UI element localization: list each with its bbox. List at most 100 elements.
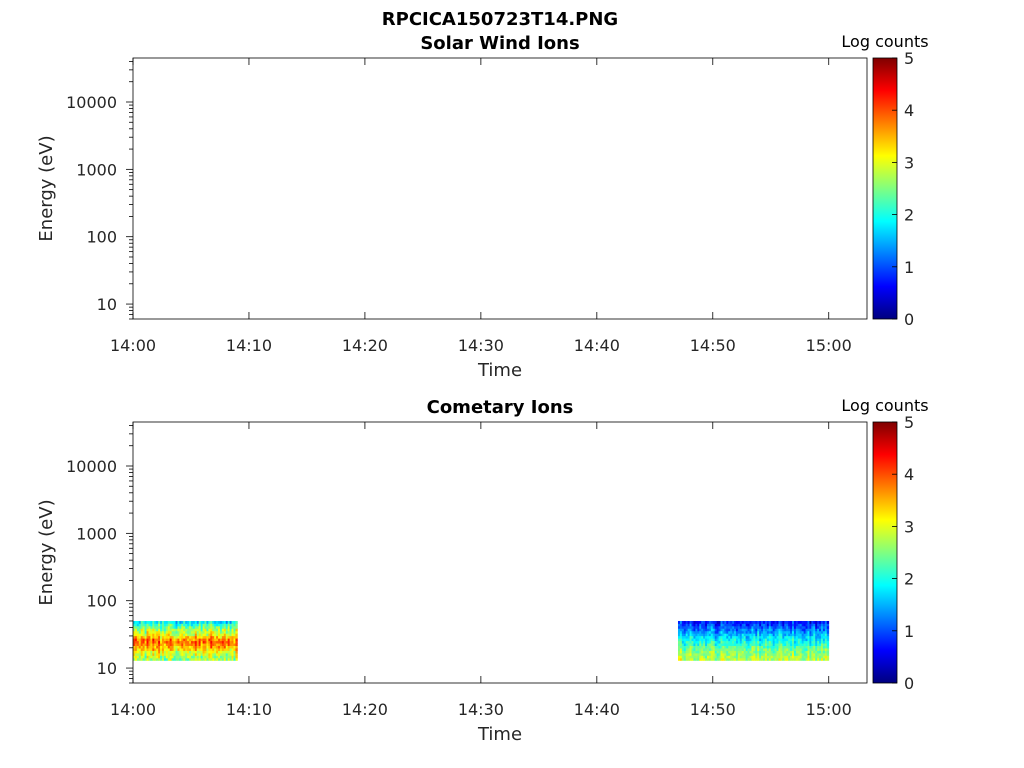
heatmap-cell — [154, 645, 157, 649]
heatmap-cell — [689, 620, 692, 624]
heatmap-cell — [786, 645, 789, 649]
heatmap-cell — [204, 652, 207, 656]
heatmap-cell — [747, 643, 750, 646]
heatmap-cell — [749, 643, 752, 646]
heatmap-cell — [732, 620, 735, 624]
heatmap-cell — [189, 628, 192, 632]
heatmap-cell — [183, 640, 186, 644]
heatmap-cell — [737, 640, 741, 644]
heatmap-cell — [714, 657, 718, 661]
heatmap-cell — [685, 645, 689, 649]
heatmap-cell — [189, 657, 192, 661]
heatmap-cell — [187, 628, 190, 632]
heatmap-cell — [235, 633, 238, 637]
heatmap-cell — [724, 648, 727, 651]
heatmap-cell — [737, 655, 741, 659]
heatmap-cell — [764, 635, 768, 639]
heatmap-cell — [150, 635, 153, 639]
heatmap-cell — [813, 623, 816, 627]
heatmap-cell — [689, 657, 692, 661]
heatmap-cell — [793, 628, 797, 632]
heatmap-cell — [815, 623, 818, 627]
heatmap-cell — [792, 625, 795, 629]
heatmap-cell — [716, 650, 719, 654]
heatmap-cell — [699, 648, 702, 651]
heatmap-cell — [142, 635, 145, 639]
heatmap-cell — [826, 643, 830, 646]
heatmap-cell — [158, 645, 161, 649]
heatmap-cell — [819, 628, 822, 632]
heatmap-cell — [189, 633, 192, 637]
heatmap-cell — [136, 655, 140, 659]
heatmap-cell — [774, 652, 777, 656]
heatmap-cell — [697, 638, 700, 642]
heatmap-cell — [167, 630, 171, 634]
heatmap-cell — [726, 625, 729, 629]
heatmap-cell — [695, 640, 698, 644]
heatmap-cell — [805, 645, 808, 649]
heatmap-cell — [208, 640, 211, 644]
heatmap-cell — [786, 628, 789, 632]
heatmap-cell — [689, 638, 692, 642]
heatmap-cell — [136, 635, 140, 639]
heatmap-cell — [235, 625, 238, 629]
heatmap-cell — [165, 620, 169, 624]
heatmap-cell — [751, 620, 754, 624]
heatmap-cell — [689, 628, 692, 632]
heatmap-cell — [167, 620, 171, 624]
heatmap-cell — [809, 630, 812, 634]
heatmap-cell — [708, 657, 712, 661]
heatmap-cell — [136, 628, 140, 632]
heatmap-cell — [136, 633, 140, 637]
heatmap-cell — [790, 643, 793, 646]
heatmap-cell — [759, 633, 762, 637]
heatmap-cell — [714, 630, 718, 634]
heatmap-cell — [714, 635, 718, 639]
heatmap-cell — [204, 630, 207, 634]
heatmap-cell — [189, 625, 192, 629]
heatmap-cell — [718, 620, 721, 624]
heatmap-cell — [792, 645, 795, 649]
heatmap-cell — [163, 628, 167, 632]
heatmap-cell — [691, 628, 694, 632]
heatmap-cell — [706, 630, 710, 634]
heatmap-cell — [805, 623, 808, 627]
heatmap-cell — [160, 630, 163, 634]
heatmap-cell — [720, 655, 723, 659]
heatmap-cell — [144, 625, 147, 629]
heatmap-cell — [148, 655, 151, 659]
heatmap-cell — [739, 620, 743, 624]
heatmap-cell — [755, 655, 758, 659]
heatmap-cell — [190, 648, 194, 651]
heatmap-cell — [755, 648, 758, 651]
heatmap-cell — [160, 623, 163, 627]
heatmap-cell — [136, 625, 140, 629]
heatmap-cell — [187, 630, 190, 634]
heatmap-cell — [140, 638, 144, 642]
y-tick-label: 100 — [86, 228, 117, 247]
heatmap-cell — [677, 643, 681, 646]
heatmap-cell — [202, 648, 205, 651]
heatmap-cell — [233, 638, 236, 642]
heatmap-cell — [708, 635, 712, 639]
heatmap-cell — [158, 628, 161, 632]
axes-frame — [132, 421, 868, 684]
heatmap-cell — [183, 628, 186, 632]
heatmap-cell — [229, 650, 232, 654]
heatmap-cell — [772, 657, 776, 661]
heatmap-cell — [819, 635, 822, 639]
heatmap-cell — [824, 645, 828, 649]
heatmap-cell — [687, 648, 690, 651]
heatmap-cell — [708, 652, 712, 656]
heatmap-cell — [202, 623, 205, 627]
heatmap-cell — [782, 640, 785, 644]
heatmap-cell — [801, 625, 805, 629]
heatmap-cell — [229, 628, 232, 632]
heatmap-cell — [774, 630, 777, 634]
heatmap-cell — [156, 657, 159, 661]
heatmap-cell — [227, 655, 231, 659]
colorbar-tick-label: 0 — [904, 674, 914, 693]
heatmap-cell — [720, 648, 723, 651]
heatmap-cell — [179, 648, 182, 651]
heatmap-cell — [788, 623, 791, 627]
